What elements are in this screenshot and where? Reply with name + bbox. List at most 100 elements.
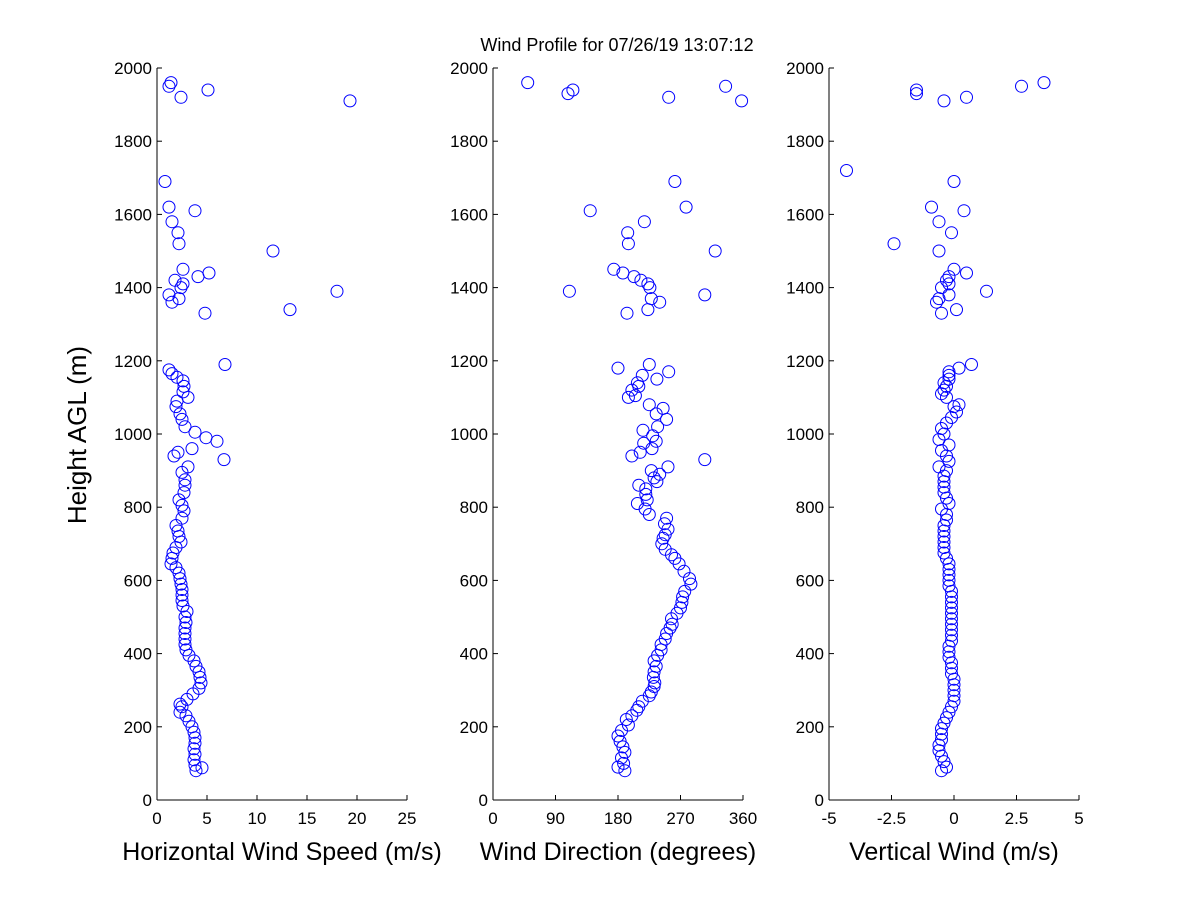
x-tick-label: -5 — [821, 809, 836, 828]
y-tick-label: 400 — [460, 645, 488, 664]
x-tick-label: 90 — [546, 809, 565, 828]
y-tick-label: 1600 — [114, 205, 152, 224]
data-point — [618, 745, 632, 759]
data-point — [942, 705, 956, 719]
data-point — [660, 511, 674, 525]
data-point — [181, 460, 195, 474]
data-point — [945, 628, 958, 642]
data-point — [175, 412, 189, 426]
y-tick-label: 1200 — [450, 352, 488, 371]
y-tick-label: 200 — [460, 718, 488, 737]
data-point — [925, 200, 938, 214]
data-point — [630, 497, 644, 510]
data-point — [942, 568, 956, 582]
x-tick-label: -2.5 — [877, 809, 906, 828]
data-point — [632, 478, 646, 492]
x-tick-label: 270 — [666, 809, 694, 828]
data-point — [176, 277, 190, 291]
data-point — [169, 561, 183, 575]
data-point — [640, 493, 654, 507]
data-point — [162, 200, 176, 214]
data-point — [940, 464, 953, 478]
x-tick-label: 2.5 — [1005, 809, 1029, 828]
data-point — [179, 616, 193, 629]
data-point — [173, 697, 187, 711]
data-point — [952, 361, 966, 375]
data-point — [643, 281, 657, 295]
y-tick-label: 1200 — [114, 352, 152, 371]
data-point — [947, 175, 961, 188]
y-tick-label: 1800 — [114, 132, 152, 151]
data-point — [653, 467, 667, 481]
data-point — [172, 237, 186, 251]
data-point — [965, 358, 978, 371]
data-point — [192, 681, 206, 695]
data-point — [650, 475, 664, 489]
data-point — [940, 760, 953, 774]
data-point — [188, 747, 202, 761]
y-tick-label: 0 — [479, 791, 488, 810]
data-point — [165, 215, 179, 229]
data-point — [164, 557, 178, 571]
y-tick-label: 1400 — [450, 279, 488, 298]
data-point — [887, 237, 901, 251]
data-point — [618, 764, 632, 778]
data-point — [639, 487, 653, 501]
x-tick-label: 0 — [949, 809, 958, 828]
data-point — [942, 438, 956, 452]
data-point — [644, 292, 658, 306]
data-point — [170, 370, 184, 384]
data-point — [566, 83, 580, 97]
data-point — [217, 453, 231, 467]
y-tick-label: 1000 — [450, 425, 488, 444]
y-axis-label: Height AGL (m) — [62, 346, 92, 524]
data-point — [679, 200, 693, 214]
data-point — [162, 79, 176, 93]
data-point — [656, 401, 670, 415]
data-point — [668, 551, 682, 565]
data-point — [188, 425, 202, 439]
data-point — [950, 303, 963, 317]
data-point — [164, 76, 178, 90]
x-tick-label: 180 — [604, 809, 632, 828]
data-point — [621, 226, 635, 240]
data-point — [172, 292, 186, 306]
data-point — [613, 734, 627, 748]
data-point — [932, 244, 946, 258]
data-point — [942, 557, 956, 571]
data-point — [195, 761, 209, 775]
y-tick-label: 0 — [815, 791, 824, 810]
data-point — [198, 306, 212, 320]
data-point — [174, 90, 188, 104]
subplot-2: 0 200 400 600 800 1000 1200 1400 1600 1800 2000 0 90… — [450, 59, 757, 866]
data-point — [937, 755, 951, 769]
data-point — [611, 361, 625, 375]
data-point — [616, 266, 630, 280]
data-point — [937, 546, 951, 560]
data-point — [218, 358, 232, 371]
data-point — [330, 284, 344, 298]
data-point — [940, 390, 953, 404]
data-point — [960, 90, 973, 104]
data-point — [947, 694, 961, 708]
data-point — [158, 175, 172, 188]
data-point — [960, 266, 973, 280]
subplot-1: 0 200 400 600 800 1000 1200 1400 1600 1800 2000 0 5 1… — [114, 59, 442, 866]
data-point — [1015, 79, 1028, 93]
data-point — [947, 689, 961, 703]
data-point — [684, 577, 698, 591]
data-point — [945, 601, 958, 615]
data-point — [177, 379, 191, 393]
x-axis-label: Horizontal Wind Speed (m/s) — [122, 838, 442, 866]
x-tick-label: 15 — [298, 809, 317, 828]
y-tick-label: 1800 — [786, 132, 824, 151]
y-tick-label: 2000 — [114, 59, 152, 78]
data-point — [937, 541, 951, 554]
data-point — [935, 387, 948, 401]
data-point — [178, 478, 192, 492]
data-point — [642, 358, 656, 371]
y-tick-label: 800 — [460, 498, 488, 517]
data-point — [178, 473, 192, 487]
data-point — [188, 736, 202, 750]
